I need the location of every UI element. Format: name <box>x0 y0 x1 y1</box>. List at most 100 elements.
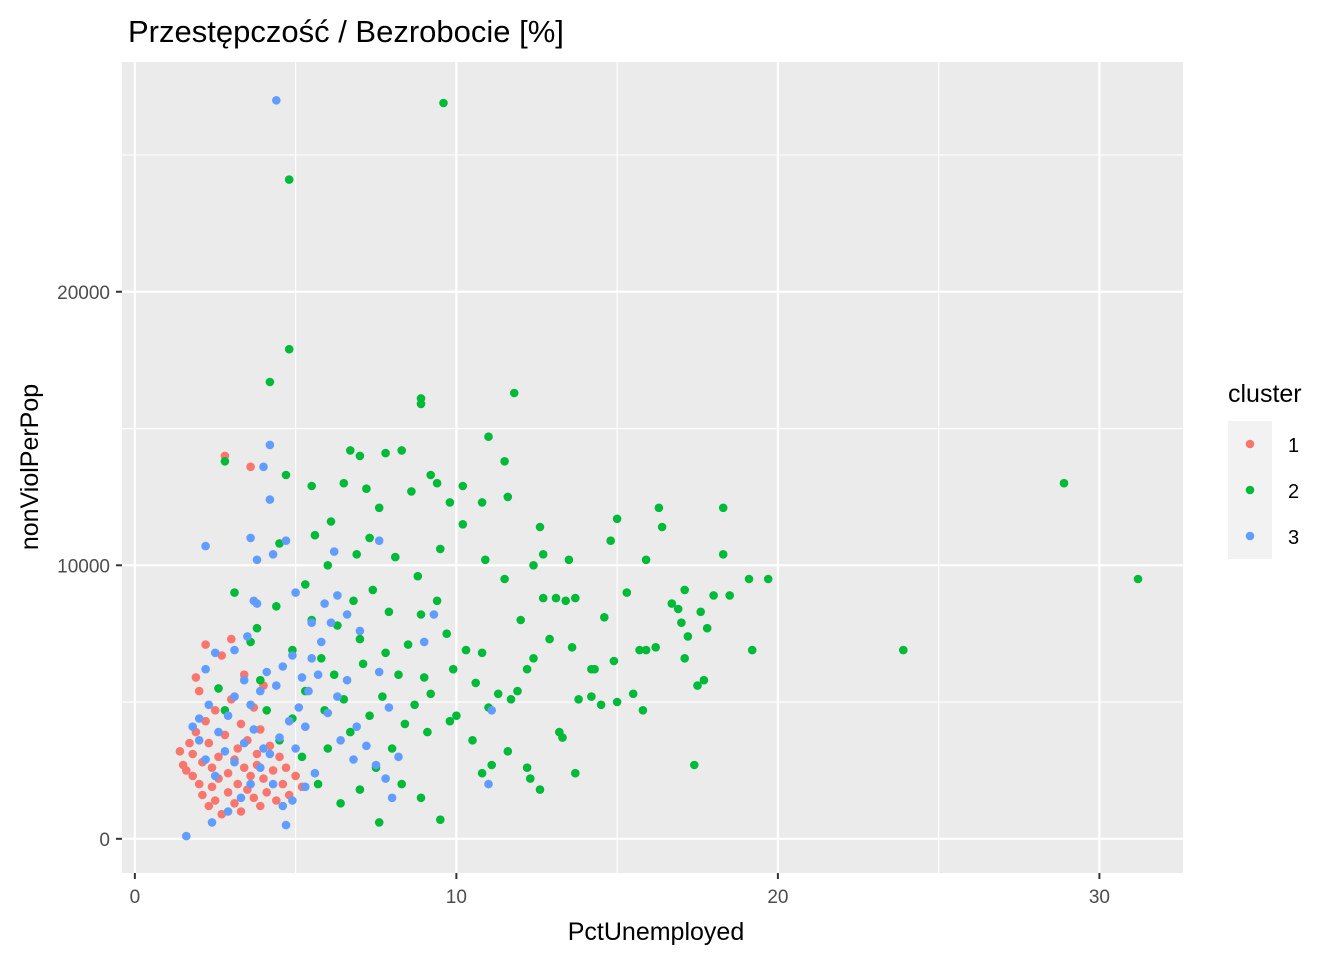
data-point <box>278 662 288 671</box>
data-point <box>255 725 265 734</box>
data-point <box>255 686 265 696</box>
minor-gridlines <box>122 62 1183 873</box>
data-point <box>323 561 333 570</box>
legend-label: 1 <box>1288 435 1299 457</box>
x-axis-title: PctUnemployed <box>568 918 744 946</box>
legend-item-1: 1 <box>1228 421 1299 467</box>
data-point <box>612 514 622 524</box>
data-point <box>551 593 561 603</box>
legend-label: 2 <box>1288 481 1299 503</box>
data-point <box>677 618 686 627</box>
data-point <box>262 788 272 797</box>
data-point <box>333 692 342 701</box>
data-point <box>230 799 239 808</box>
data-point <box>381 648 390 658</box>
data-point <box>214 684 223 693</box>
data-point <box>346 727 355 737</box>
data-point <box>223 768 233 778</box>
data-point <box>381 448 390 458</box>
data-point <box>175 747 185 756</box>
data-point <box>291 771 300 781</box>
data-point <box>214 752 223 762</box>
data-point <box>374 818 384 827</box>
data-point <box>355 634 365 644</box>
legend-key-marker <box>1245 531 1255 541</box>
data-point <box>487 760 497 770</box>
data-point <box>445 716 455 726</box>
data-point <box>391 552 400 562</box>
data-point <box>220 747 230 756</box>
data-point <box>220 457 230 466</box>
data-point <box>297 752 307 762</box>
data-point <box>336 736 345 745</box>
data-point <box>317 654 326 663</box>
data-point <box>419 673 429 682</box>
data-point <box>564 555 574 565</box>
data-point <box>333 591 342 600</box>
data-point <box>416 793 426 803</box>
data-point <box>239 763 249 772</box>
data-point <box>699 675 709 685</box>
data-point <box>436 815 445 824</box>
data-point <box>275 733 284 742</box>
data-point <box>275 539 284 548</box>
data-point <box>252 749 262 759</box>
data-point <box>233 744 242 753</box>
data-point <box>249 793 259 803</box>
data-point <box>252 623 262 633</box>
series-2 <box>214 98 1143 827</box>
data-point <box>281 763 291 772</box>
data-point <box>326 517 336 526</box>
data-point <box>374 503 384 513</box>
data-point <box>410 700 419 710</box>
data-point <box>522 664 532 674</box>
legend-item-3: 3 <box>1228 513 1299 559</box>
data-point <box>272 681 281 690</box>
legend-label: 3 <box>1288 527 1299 549</box>
data-point <box>188 722 197 731</box>
data-point <box>374 667 384 677</box>
data-point <box>207 782 217 792</box>
data-point <box>635 645 644 655</box>
data-point <box>416 399 426 409</box>
data-point <box>291 588 300 597</box>
data-point <box>217 651 226 660</box>
data-point <box>323 708 333 718</box>
data-point <box>503 492 513 502</box>
tick-labels: 0 10 20 30 0 10000 20000 <box>57 283 1110 908</box>
data-point <box>288 651 297 660</box>
data-point <box>268 766 278 775</box>
data-point <box>403 640 413 649</box>
data-point <box>307 654 317 663</box>
data-point <box>313 670 323 679</box>
data-point <box>281 470 291 480</box>
data-point <box>236 719 246 729</box>
data-point <box>233 779 242 789</box>
data-point <box>538 593 548 603</box>
data-point <box>307 618 317 627</box>
data-point <box>342 675 352 685</box>
data-point <box>673 604 683 614</box>
data-point <box>255 675 265 685</box>
data-point <box>275 752 284 762</box>
data-point <box>612 697 622 707</box>
data-point <box>223 807 233 816</box>
data-point <box>262 667 272 677</box>
data-point <box>336 799 345 808</box>
data-point <box>349 596 358 606</box>
legend-title: cluster <box>1228 380 1302 408</box>
data-point <box>355 785 365 794</box>
data-points <box>175 96 1143 841</box>
data-point <box>702 623 712 633</box>
data-point <box>419 637 429 647</box>
data-point <box>194 779 204 789</box>
legend-key-marker <box>1245 439 1255 449</box>
data-point <box>590 664 599 674</box>
data-point <box>358 659 368 669</box>
data-point <box>725 591 734 600</box>
data-point <box>310 530 320 540</box>
data-point <box>281 820 291 830</box>
data-point <box>201 755 210 764</box>
data-point <box>304 686 313 696</box>
data-point <box>690 760 699 770</box>
